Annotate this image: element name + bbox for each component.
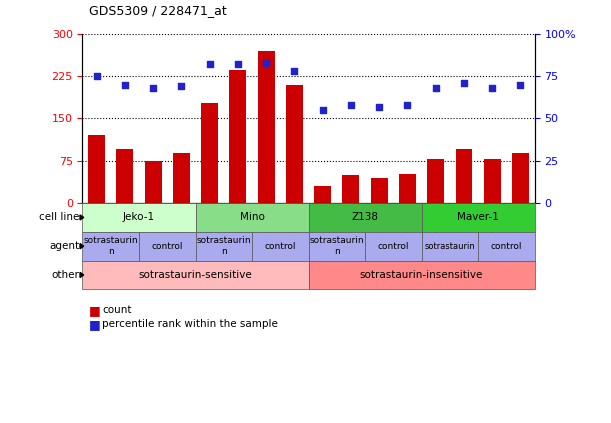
Point [92, 73, 101, 80]
Bar [286, 85, 303, 203]
Point [318, 107, 327, 113]
Bar [173, 154, 190, 203]
Text: GDS5309 / 228471_at: GDS5309 / 228471_at [89, 4, 226, 17]
Bar [88, 135, 105, 203]
Bar [399, 174, 416, 203]
Point [290, 68, 299, 74]
Text: control: control [491, 242, 522, 251]
Text: cell line: cell line [39, 212, 79, 222]
Point [205, 61, 214, 68]
Point [459, 80, 469, 86]
Text: sotrastaurin-insensitive: sotrastaurin-insensitive [360, 270, 483, 280]
Text: sotrastaurin
n: sotrastaurin n [310, 236, 364, 256]
Point [233, 61, 243, 68]
Text: percentile rank within the sample: percentile rank within the sample [102, 319, 278, 330]
Text: sotrastaurin: sotrastaurin [425, 242, 475, 251]
Bar [314, 186, 331, 203]
Bar [342, 175, 359, 203]
Bar [201, 103, 218, 203]
Text: sotrastaurin-sensitive: sotrastaurin-sensitive [139, 270, 252, 280]
Point [177, 83, 186, 90]
Text: sotrastaurin
n: sotrastaurin n [197, 236, 251, 256]
Point [346, 102, 356, 108]
Bar [371, 178, 387, 203]
Text: ■: ■ [89, 304, 100, 317]
Point [488, 85, 497, 91]
Text: count: count [102, 305, 131, 316]
Text: ■: ■ [89, 318, 100, 331]
Bar [116, 149, 133, 203]
Bar [230, 71, 246, 203]
Point [375, 103, 384, 110]
Text: Z138: Z138 [351, 212, 379, 222]
Bar [427, 159, 444, 203]
Text: other: other [51, 270, 79, 280]
Point [431, 85, 441, 91]
Text: control: control [378, 242, 409, 251]
Point [403, 102, 412, 108]
Bar [484, 159, 500, 203]
Text: Jeko-1: Jeko-1 [123, 212, 155, 222]
Bar [258, 51, 275, 203]
Bar [512, 154, 529, 203]
Text: agent: agent [49, 241, 79, 251]
Bar [456, 149, 472, 203]
Bar [145, 161, 161, 203]
Point [516, 81, 525, 88]
Text: control: control [265, 242, 296, 251]
Point [262, 59, 271, 66]
Text: control: control [152, 242, 183, 251]
Point [120, 81, 130, 88]
Text: Mino: Mino [240, 212, 265, 222]
Text: sotrastaurin
n: sotrastaurin n [84, 236, 138, 256]
Text: Maver-1: Maver-1 [457, 212, 499, 222]
Point [148, 85, 158, 91]
